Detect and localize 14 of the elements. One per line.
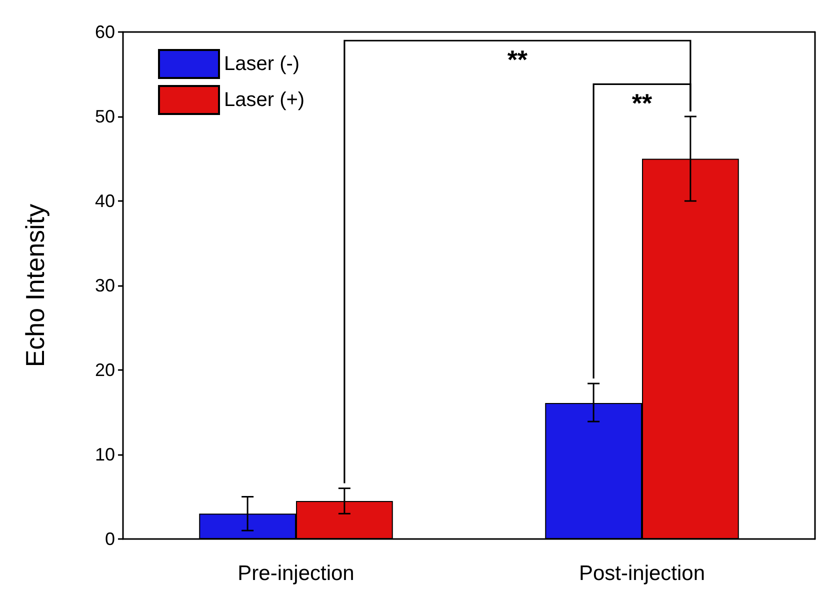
legend-label: Laser (-) [224, 53, 300, 75]
annotation: ** [507, 44, 528, 75]
y-tick-label: 20 [94, 360, 115, 380]
y-tick-label: 50 [94, 106, 115, 126]
legend-label: Laser (+) [224, 89, 305, 111]
y-tick-label: 0 [104, 529, 115, 549]
y-tick-label: 60 [94, 22, 115, 42]
y-tick-label: 10 [94, 444, 115, 464]
y-tick-label: 40 [94, 191, 115, 211]
annotation: ** [632, 88, 653, 118]
y-axis-title: Echo Intensity [20, 204, 50, 368]
y-tick-label: 30 [94, 276, 115, 296]
x-tick-label: Post-injection [578, 562, 706, 585]
x-tick-label: Pre-injection [238, 562, 354, 585]
